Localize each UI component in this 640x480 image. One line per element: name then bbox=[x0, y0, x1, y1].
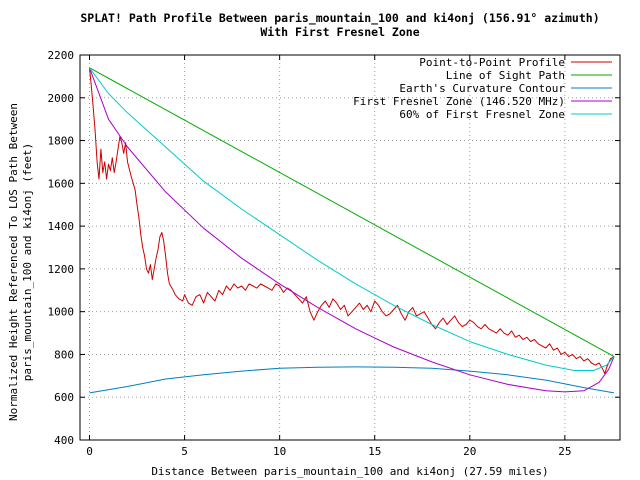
series-lines bbox=[89, 67, 615, 394]
x-axis-label: Distance Between paris_mountain_100 and … bbox=[151, 465, 548, 478]
legend-label: Point-to-Point Profile bbox=[419, 56, 565, 69]
y-tick-label: 2200 bbox=[48, 49, 75, 62]
series-line-60-of-first-fresnel-zone bbox=[89, 67, 615, 371]
y-tick-label: 600 bbox=[54, 391, 74, 404]
legend-label: 60% of First Fresnel Zone bbox=[399, 108, 565, 121]
y-axis-label-line2: paris_mountain_100 and ki4onj (feet) bbox=[21, 143, 34, 381]
y-tick-label: 1200 bbox=[48, 263, 75, 276]
y-tick-label: 800 bbox=[54, 348, 74, 361]
legend-label: Earth's Curvature Contour bbox=[399, 82, 565, 95]
y-tick-label: 1400 bbox=[48, 220, 75, 233]
chart-subtitle: With First Fresnel Zone bbox=[260, 25, 419, 39]
x-tick-label: 25 bbox=[558, 445, 571, 458]
series-line-line-of-sight-path bbox=[89, 67, 615, 358]
grid bbox=[80, 55, 620, 440]
chart-title: SPLAT! Path Profile Between paris_mounta… bbox=[80, 11, 599, 26]
legend-label: First Fresnel Zone (146.520 MHz) bbox=[353, 95, 565, 108]
y-tick-label: 1800 bbox=[48, 135, 75, 148]
x-tick-label: 0 bbox=[86, 445, 93, 458]
legend-label: Line of Sight Path bbox=[446, 69, 565, 82]
axis-ticks: 400 600 800 1000 1200 1400 1600 1800 2000 2200 0 5 1… bbox=[48, 49, 620, 458]
x-tick-label: 5 bbox=[181, 445, 188, 458]
y-tick-label: 1000 bbox=[48, 306, 75, 319]
y-axis-label-line1: Normalized Height Referenced To LOS Path… bbox=[7, 103, 20, 421]
x-tick-label: 10 bbox=[273, 445, 286, 458]
y-tick-label: 2000 bbox=[48, 92, 75, 105]
series-line-first-fresnel-zone-146-520-mhz bbox=[89, 67, 615, 393]
x-tick-label: 20 bbox=[463, 445, 476, 458]
series-line-point-to-point-profile bbox=[89, 67, 615, 375]
plot-frame bbox=[79, 54, 621, 441]
x-tick-label: 15 bbox=[368, 445, 381, 458]
y-tick-label: 400 bbox=[54, 434, 74, 447]
y-tick-label: 1600 bbox=[48, 177, 75, 190]
series-line-earth-s-curvature-contour bbox=[89, 366, 615, 394]
